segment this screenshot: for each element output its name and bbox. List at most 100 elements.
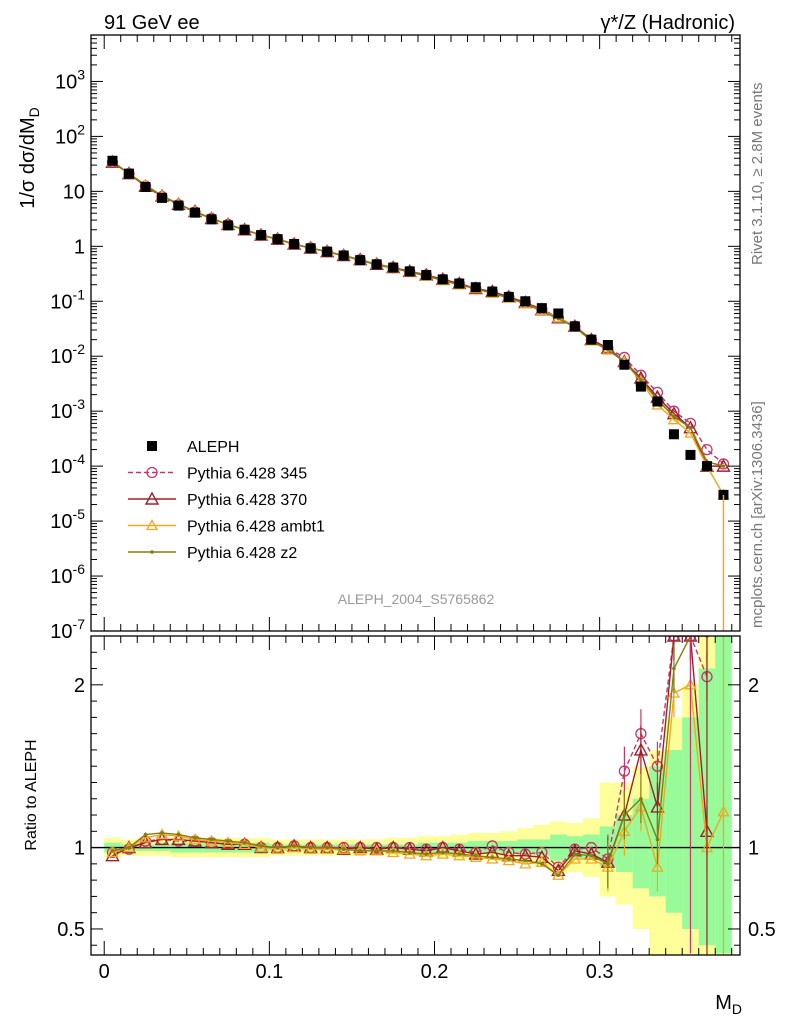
ratio-point (490, 855, 495, 860)
ratio-point (321, 842, 334, 854)
mcplots-label: mcplots.cern.ch [arXiv:1306.3436] (749, 401, 766, 628)
y-tick-label: 10-4 (50, 451, 85, 478)
y-tick-label: 10-3 (50, 396, 85, 423)
ratio-point (469, 851, 482, 862)
main-series-1 (106, 156, 730, 470)
data-point (652, 396, 663, 407)
data-point (536, 303, 547, 314)
axes: 10-710-610-510-410-310-210-11101021030.5… (17, 34, 776, 1017)
ratio-point (176, 832, 181, 837)
data-point (487, 286, 498, 297)
data-point (503, 291, 514, 302)
ratio-point (209, 837, 214, 842)
data-point (421, 270, 432, 281)
legend-marker (150, 550, 154, 554)
data-point (520, 296, 531, 307)
ratio-point (275, 845, 280, 850)
data-point (639, 378, 643, 382)
ratio-point (523, 858, 528, 863)
legend-entry: Pythia 6.428 z2 (128, 545, 297, 562)
ratio-point (651, 760, 664, 772)
ratio-point (552, 868, 565, 880)
data-point (685, 449, 696, 460)
ratio-point (106, 846, 119, 858)
data-point (619, 359, 630, 370)
ratio-point (651, 860, 664, 872)
ratio-point (606, 862, 610, 866)
y-tick-label: 10 (63, 181, 85, 203)
ratio-tick-label-right: 0.5 (748, 919, 776, 941)
legend-label: Pythia 6.428 z2 (187, 545, 297, 562)
ratio-point (188, 833, 202, 845)
legend-label: Pythia 6.428 345 (187, 466, 307, 483)
ratio-tick-label: 1 (74, 838, 85, 860)
ratio-point (468, 846, 483, 860)
ratio-point (171, 831, 186, 846)
legend-label: Pythia 6.428 ambt1 (187, 519, 325, 536)
x-tick-label: 0.1 (255, 961, 283, 983)
data-point (701, 461, 712, 472)
ratio-point (585, 852, 598, 864)
ratio-point (655, 837, 660, 842)
analysis-watermark: ALEPH_2004_S5765862 (338, 591, 495, 607)
data-point (635, 381, 646, 392)
y-tick-label: 103 (55, 66, 85, 93)
ratio-point (618, 765, 631, 777)
data-point (371, 259, 382, 270)
legend-marker (144, 491, 160, 505)
ratio-point (589, 853, 594, 858)
data-point (173, 200, 184, 211)
data-point (701, 443, 713, 456)
ratio-point (374, 849, 379, 853)
main-series-0 (107, 155, 729, 500)
legend-entry: Pythia 6.428 370 (128, 491, 307, 509)
ratio-point (308, 845, 313, 850)
data-point (338, 250, 349, 261)
ratio-point (556, 873, 561, 878)
legend-label: ALEPH (187, 439, 239, 456)
x-tick-label: 0.2 (421, 961, 449, 983)
ratio-point (221, 836, 235, 848)
ratio-point (127, 845, 131, 850)
ratio-point (585, 841, 598, 854)
ratio-point (341, 847, 346, 852)
data-point (721, 464, 726, 468)
data-point (107, 155, 118, 166)
ratio-plot-area (91, 636, 740, 955)
data-point (404, 266, 415, 277)
ratio-point (304, 842, 317, 854)
series-line (112, 161, 724, 467)
data-point (668, 429, 679, 440)
ratio-point (519, 857, 532, 869)
ratio-point (193, 836, 197, 840)
ratio-point (420, 849, 433, 861)
ratio-point (155, 828, 169, 840)
ratio-plot (91, 636, 740, 955)
ratio-point (622, 813, 627, 817)
data-point (355, 255, 366, 266)
ratio-point (486, 840, 498, 852)
data-point (672, 414, 676, 419)
y-tick-label: 10-7 (50, 616, 85, 643)
ratio-point (358, 849, 362, 853)
data-point (157, 192, 168, 203)
data-point (123, 168, 134, 179)
y-tick-label: 10-1 (50, 286, 85, 313)
y-tick-label: 1 (74, 236, 85, 258)
ratio-point (205, 834, 218, 846)
ratio-point (486, 852, 499, 864)
series-line (112, 161, 724, 465)
main-frame (90, 34, 741, 632)
ratio-point (633, 742, 649, 756)
data-point (470, 282, 481, 293)
ratio-point (453, 849, 466, 861)
y-tick-label: 10-6 (50, 561, 85, 588)
data-point (272, 234, 283, 245)
ratio-series-3 (110, 636, 709, 889)
ratio-point (254, 841, 268, 853)
x-tick-label: 0.3 (586, 961, 614, 983)
ratio-point (440, 850, 445, 855)
ratio-point (143, 832, 148, 837)
ratio-tick-label-right: 1 (748, 838, 759, 860)
